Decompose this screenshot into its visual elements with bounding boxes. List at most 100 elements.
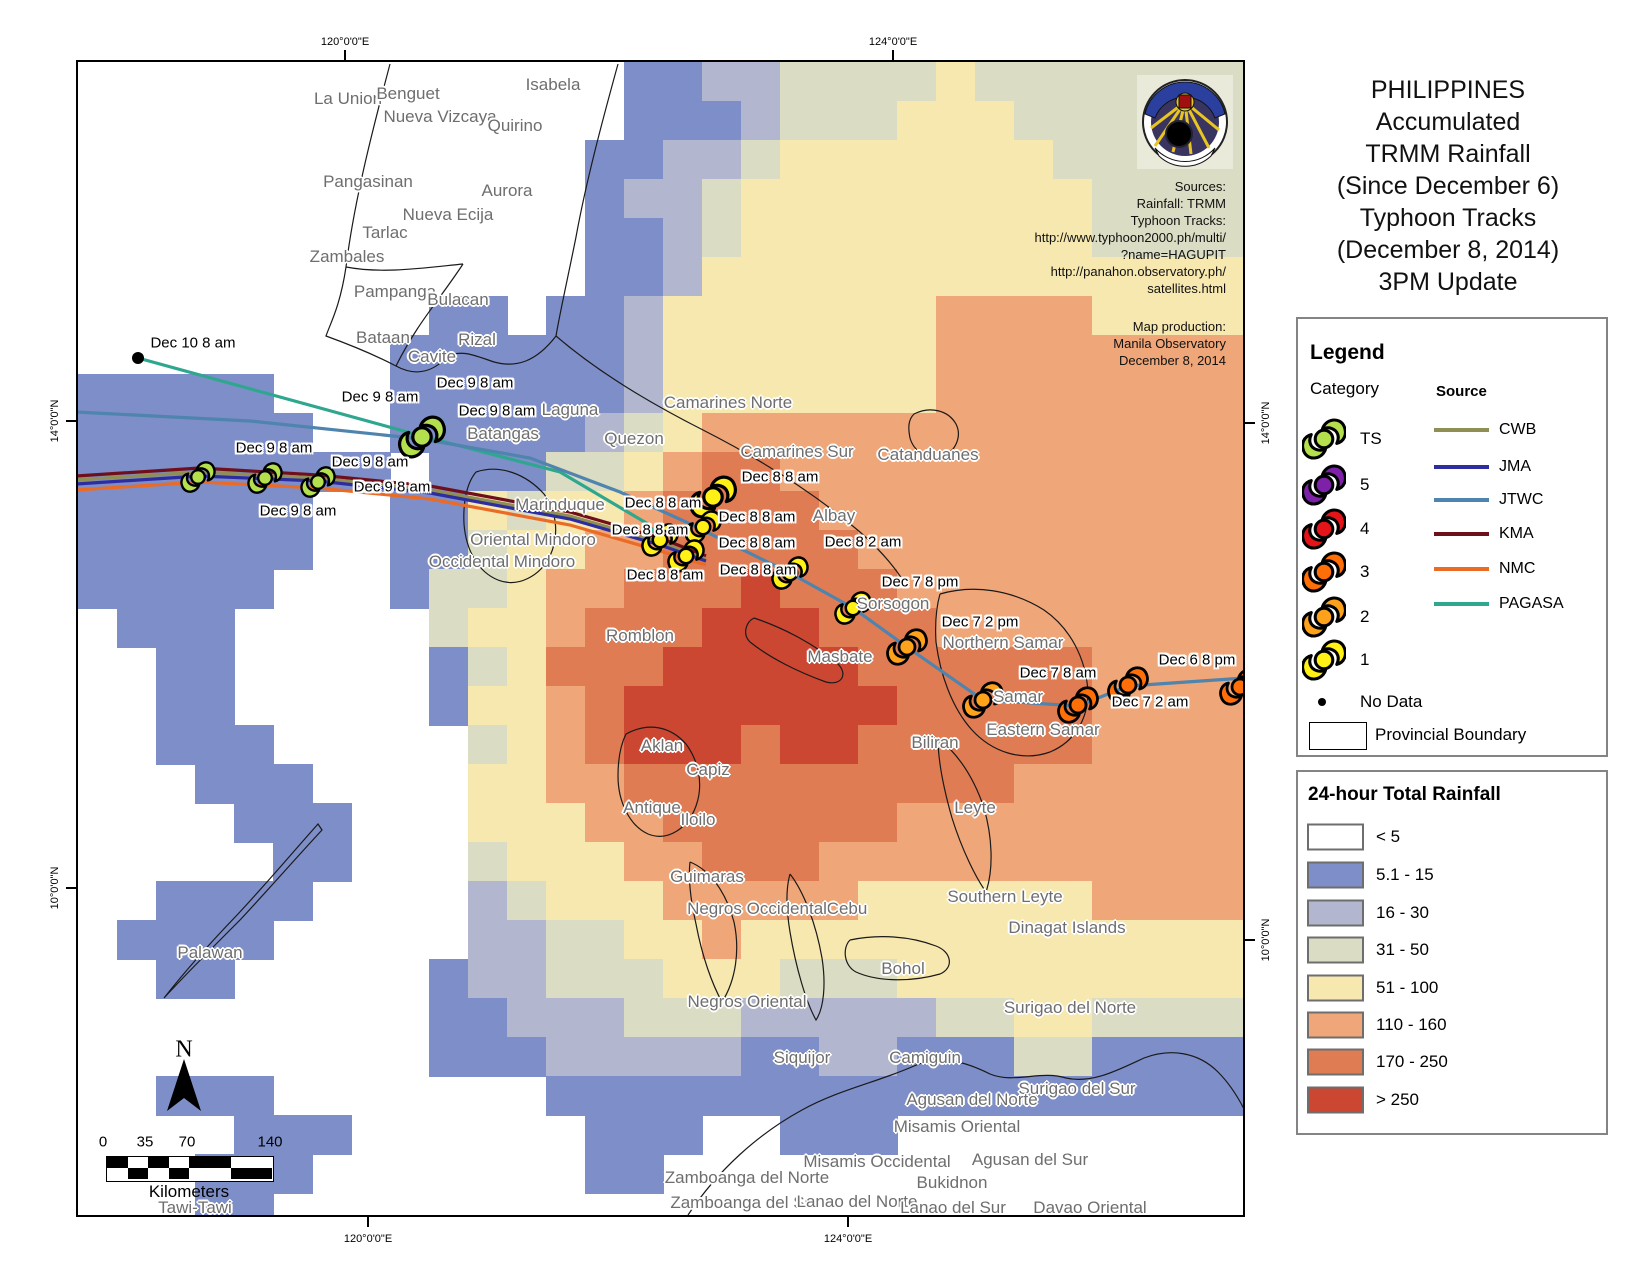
graticule-tick [367, 1217, 369, 1227]
track-point-label: Dec 8 8 am [719, 561, 797, 579]
province-label: Southern Leyte [947, 887, 1063, 906]
coastlines [163, 63, 1243, 1215]
track-point-label: Dec 9 8 am [436, 374, 514, 392]
legend-category-label: 5 [1360, 475, 1370, 494]
rainfall-class-label: 31 - 50 [1376, 940, 1429, 959]
province-label: Camarines Sur [740, 442, 854, 461]
graticule-label: 10°0'0"N [1260, 918, 1272, 962]
typhoon-symbol-icon [300, 466, 336, 498]
scale-bar-segment [230, 1168, 272, 1179]
legend-source-label: KMA [1499, 525, 1534, 542]
province-label: Leyte [954, 798, 996, 817]
typhoon-symbol-icon [1057, 686, 1099, 724]
track-point-label: Dec 8 8 am [718, 508, 796, 526]
north-label: N [175, 1036, 193, 1063]
typhoon-symbol-icon [962, 681, 1004, 719]
scale-bar-unit: Kilometers [148, 1182, 230, 1201]
typhoon-symbol-icon [1302, 464, 1346, 506]
province-label: Zamboanga del Norte [664, 1168, 830, 1187]
province-label: Isabela [525, 75, 581, 94]
track-pagasa [137, 356, 662, 541]
legend-category-heading: Category [1310, 379, 1379, 398]
province-label: Oriental Mindoro [470, 530, 596, 549]
province-label: Lanao del Sur [900, 1198, 1006, 1217]
legend-source-line-nmc [1434, 567, 1489, 571]
scale-bar-segment [127, 1157, 148, 1168]
province-label: Aklan [640, 736, 684, 755]
track-point-label: Dec 7 8 am [1019, 664, 1097, 682]
sources-note: Sources: Rainfall: TRMM Typhoon Tracks: htt… [1034, 178, 1226, 297]
province-label: Bataan [356, 328, 410, 347]
scale-bar-number: 70 [178, 1133, 196, 1151]
track-point-label: Dec 9 8 am [331, 453, 409, 471]
sources-note-line: http://panahon.observatory.ph/ [1050, 264, 1226, 279]
province-label: Albay [812, 506, 856, 525]
scale-bar-segment [148, 1157, 169, 1168]
province-label: Laguna [541, 400, 599, 419]
scale-bar [106, 1156, 274, 1182]
province-label: Bohol [881, 959, 925, 978]
rainfall-class-swatch [1307, 974, 1364, 1002]
scale-bar-number: 0 [98, 1133, 108, 1151]
scale-bar-segment [168, 1168, 189, 1179]
typhoon-symbol-icon [641, 523, 679, 557]
typhoon-symbol-icon [247, 462, 283, 494]
province-label: Palawan [177, 943, 243, 962]
track-point-label: Dec 9 8 am [259, 502, 337, 520]
graticule-label: 10°0'0"N [49, 866, 61, 910]
rainfall-legend-title: 24-hour Total Rainfall [1308, 784, 1501, 805]
map-title-line: (Since December 6) [1336, 172, 1560, 200]
typhoon-symbol-icon [1302, 418, 1346, 460]
scale-bar-segment [189, 1157, 231, 1168]
legend-source-line-cwb [1434, 428, 1489, 432]
rainfall-class-swatch [1307, 936, 1364, 964]
rainfall-class-swatch [1307, 861, 1364, 889]
typhoon-symbol-icon [1302, 508, 1346, 550]
rainfall-class-label: 110 - 160 [1376, 1015, 1447, 1034]
typhoon-symbol-icon [1219, 670, 1243, 706]
province-label: Eastern Samar [986, 720, 1100, 739]
rainfall-class-label: 16 - 30 [1376, 903, 1429, 922]
rainfall-class-label: 170 - 250 [1376, 1052, 1448, 1071]
province-label: Quirino [487, 116, 543, 135]
province-label: Agusan del Norte [906, 1090, 1038, 1109]
province-label: Aurora [481, 181, 533, 200]
province-label: Nueva Vizcaya [383, 107, 497, 126]
province-label: Zambales [309, 247, 385, 266]
map-title-line: PHILIPPINES [1370, 76, 1526, 104]
province-label: Batangas [467, 424, 539, 443]
track-point-label: Dec 8 2 am [824, 533, 902, 551]
province-label: Guimaras [670, 867, 744, 886]
production-note-line: Map production: [1132, 319, 1226, 334]
legend-source-label: JMA [1499, 458, 1531, 475]
province-label: Agusan del Sur [971, 1150, 1089, 1169]
province-label: Tawi-Tawi [158, 1198, 232, 1217]
track-point-label: Dec 8 8 am [626, 566, 704, 584]
rainfall-class-swatch [1307, 823, 1364, 851]
province-label: Masbate [807, 647, 873, 666]
map-title-line: (December 8, 2014) [1336, 236, 1560, 264]
province-label: Camarines Norte [663, 393, 793, 412]
legend-source-line-jma [1434, 465, 1489, 469]
scale-bar-segment [107, 1157, 128, 1168]
graticule-label: 120°0'0"E [320, 36, 370, 48]
scale-bar-segment [127, 1168, 148, 1179]
track-point-label: Dec 7 2 am [1111, 693, 1189, 711]
rainfall-class-label: < 5 [1376, 827, 1401, 846]
graticule-label: 120°0'0"E [343, 1233, 393, 1245]
scale-bar-segment [230, 1157, 272, 1168]
province-label: Tarlac [362, 223, 408, 242]
scale-bar-segment [189, 1168, 231, 1179]
province-label: Zamboanga del Sur [670, 1193, 820, 1212]
map-overlay [78, 63, 1243, 1215]
typhoon-symbol-icon [667, 539, 705, 573]
map-title-line: Accumulated [1375, 108, 1521, 136]
typhoon-symbol-icon [684, 510, 722, 544]
province-label: Iloilo [680, 810, 716, 829]
province-label: Misamis Oriental [893, 1117, 1021, 1136]
graticule-tick [847, 1217, 849, 1227]
legend-source-heading: Source [1436, 383, 1487, 400]
province-label: Pangasinan [323, 172, 413, 191]
track-point-label: Dec 10 8 am [150, 334, 236, 352]
production-note-line: Manila Observatory [1113, 336, 1226, 351]
